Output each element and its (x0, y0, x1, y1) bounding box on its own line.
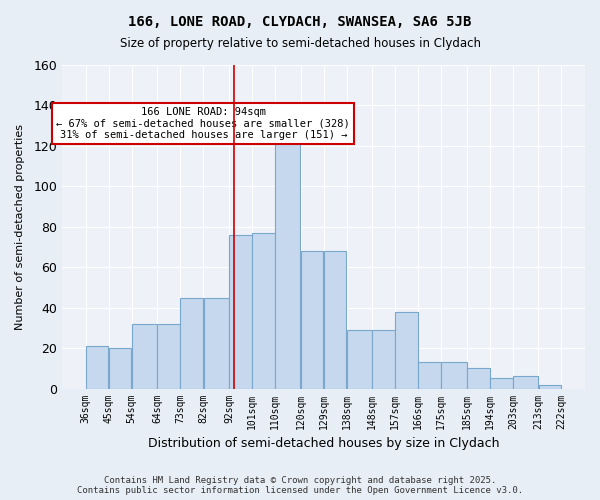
Bar (539, 384, 561, 388)
Y-axis label: Number of semi-detached properties: Number of semi-detached properties (15, 124, 25, 330)
Bar (442, 362, 467, 388)
Bar (181, 298, 203, 388)
Text: Size of property relative to semi-detached houses in Clydach: Size of property relative to semi-detach… (119, 38, 481, 51)
Bar (275, 138, 300, 388)
Bar (324, 251, 346, 388)
Bar (418, 362, 441, 388)
Bar (395, 312, 418, 388)
Bar (373, 330, 395, 388)
Bar (157, 324, 180, 388)
Bar (86, 346, 109, 389)
Bar (252, 233, 275, 388)
Text: Contains HM Land Registry data © Crown copyright and database right 2025.
Contai: Contains HM Land Registry data © Crown c… (77, 476, 523, 495)
Bar (467, 368, 490, 388)
Text: 166 LONE ROAD: 94sqm
← 67% of semi-detached houses are smaller (328)
31% of semi: 166 LONE ROAD: 94sqm ← 67% of semi-detac… (56, 107, 350, 140)
Bar (229, 235, 251, 388)
Bar (490, 378, 512, 388)
Bar (513, 376, 538, 388)
Text: 166, LONE ROAD, CLYDACH, SWANSEA, SA6 5JB: 166, LONE ROAD, CLYDACH, SWANSEA, SA6 5J… (128, 15, 472, 29)
X-axis label: Distribution of semi-detached houses by size in Clydach: Distribution of semi-detached houses by … (148, 437, 499, 450)
Bar (132, 324, 157, 388)
Bar (203, 298, 229, 388)
Bar (109, 348, 131, 389)
Bar (347, 330, 372, 388)
Bar (301, 251, 323, 388)
